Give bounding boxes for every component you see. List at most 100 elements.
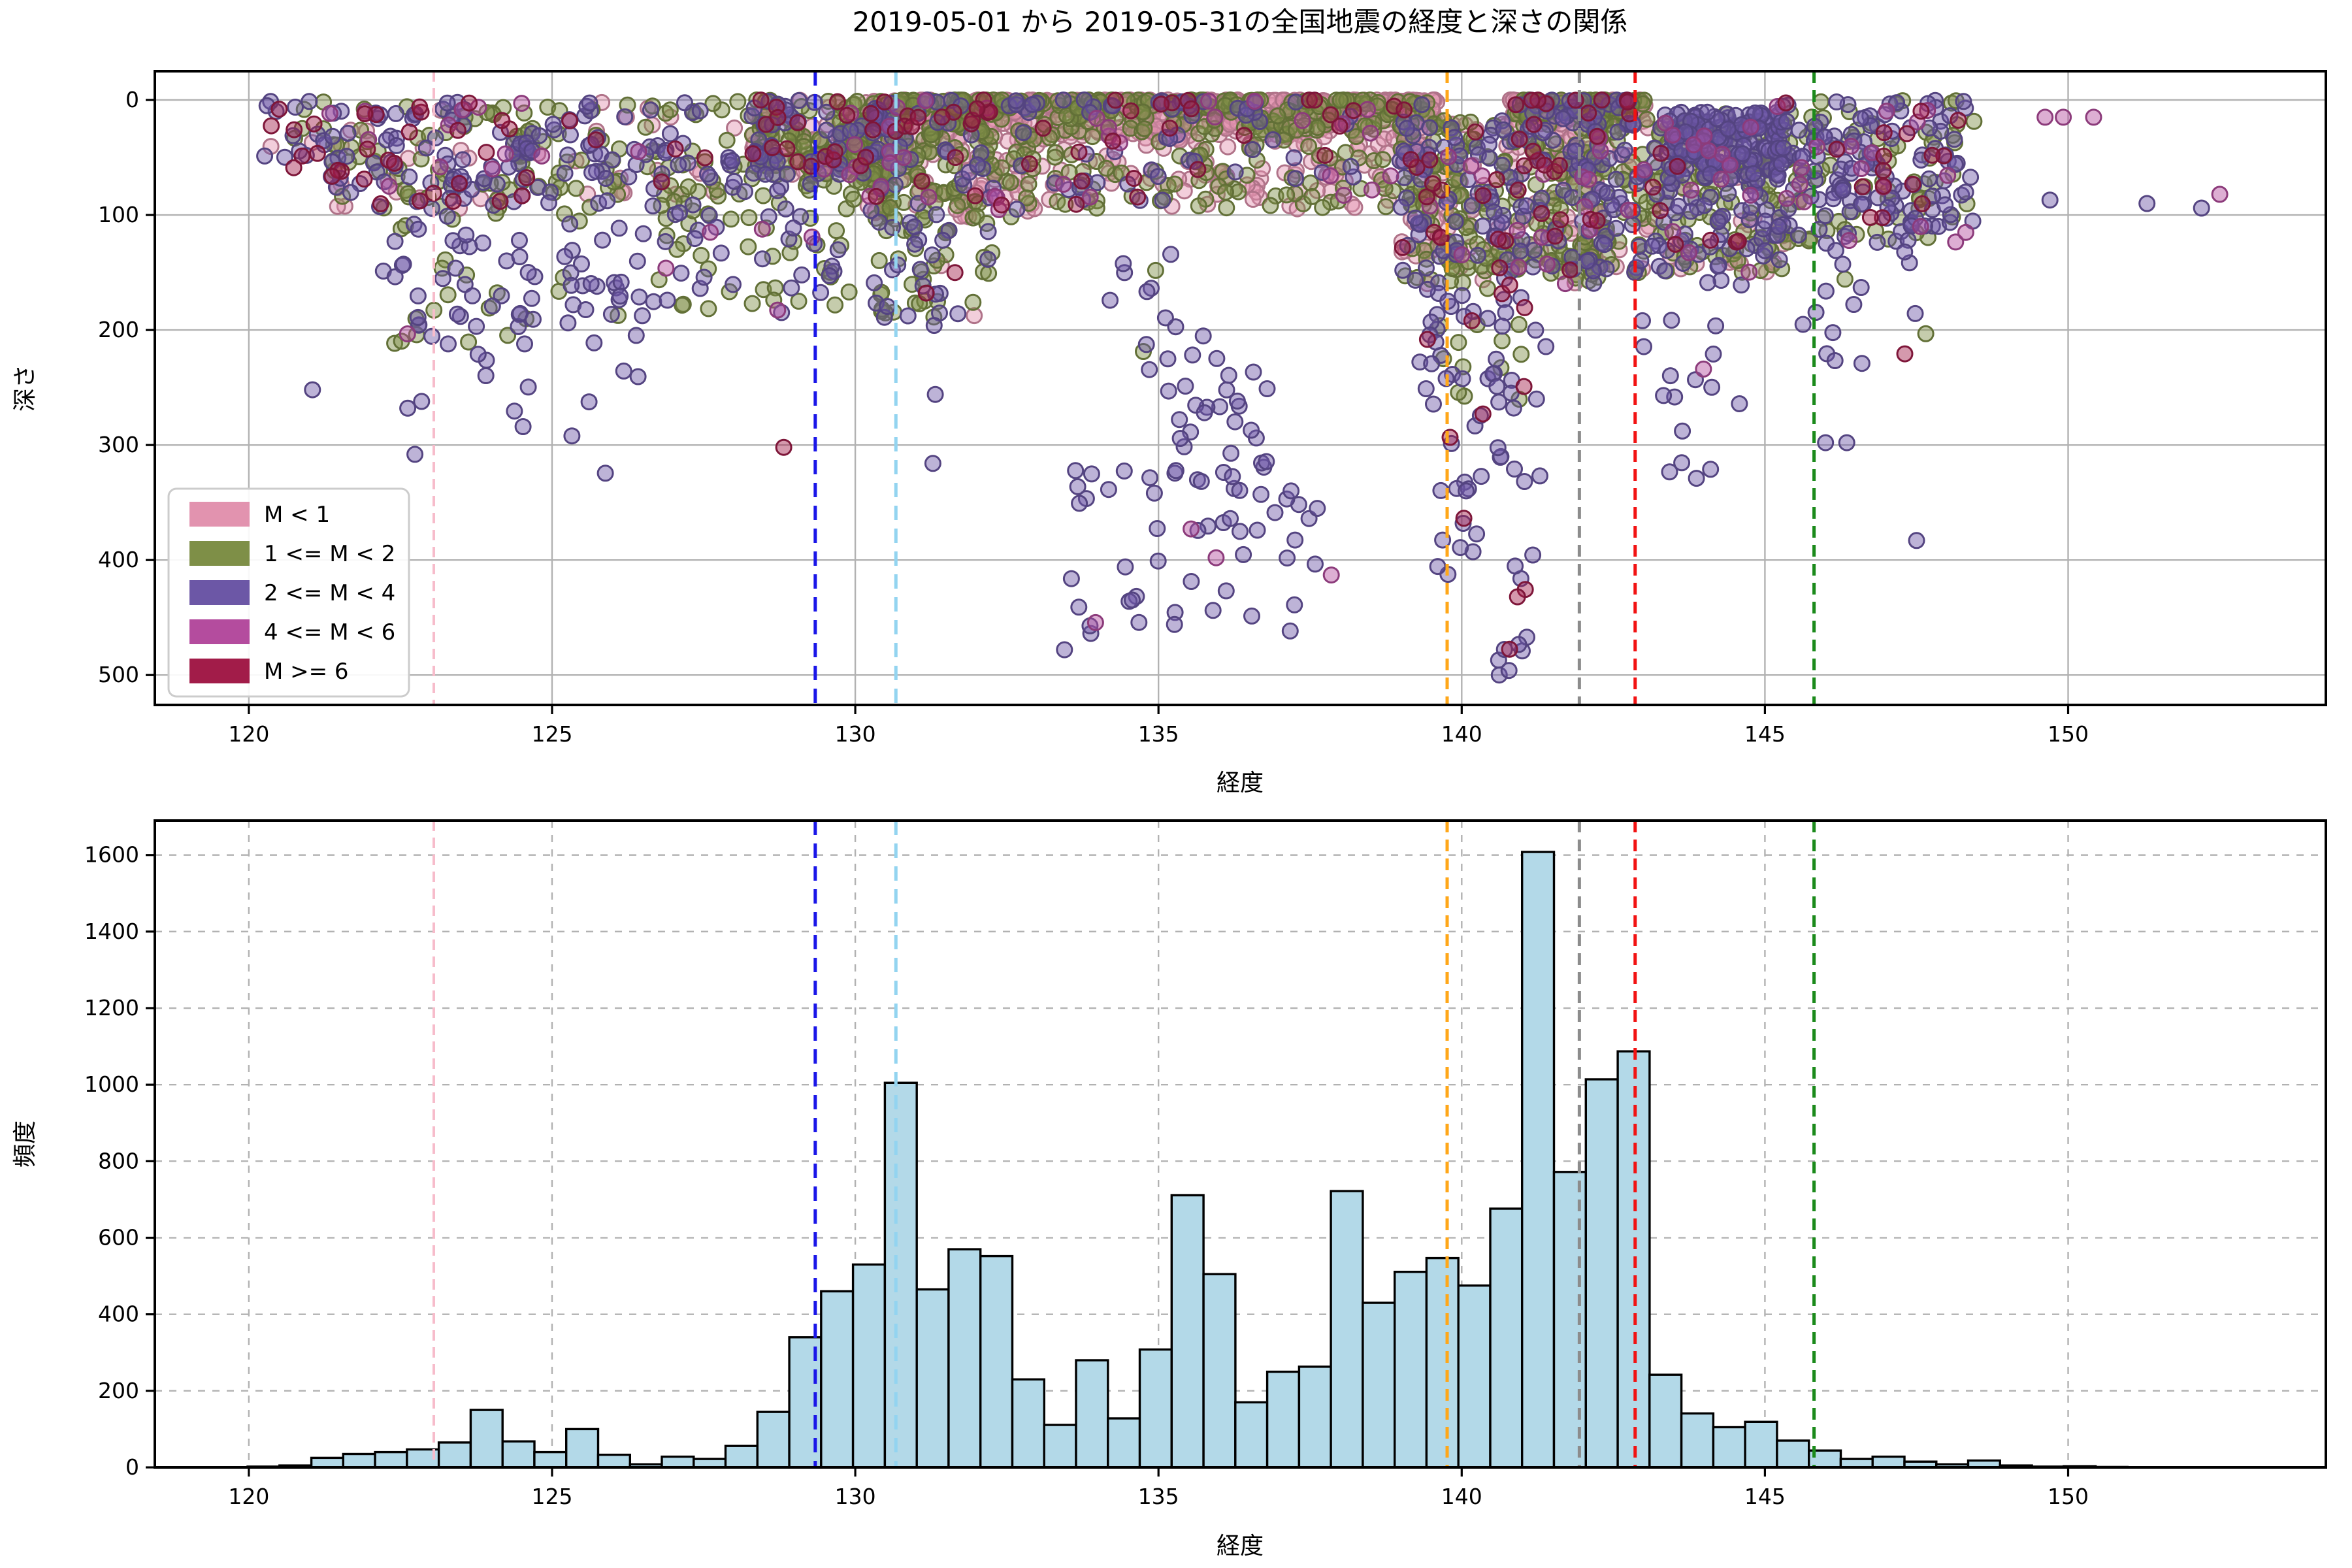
scatter-point: [399, 399, 417, 417]
scatter-point: [1303, 188, 1321, 205]
scatter-point: [1196, 404, 1213, 421]
scatter-point: [1301, 174, 1319, 192]
scatter-point: [1359, 101, 1377, 118]
scatter-point: [1480, 135, 1498, 153]
scatter-point: [1244, 141, 1262, 158]
scatter-point: [1593, 91, 1610, 108]
scatter-point: [723, 152, 741, 169]
scatter-point: [828, 222, 845, 240]
scatter-point: [1183, 573, 1200, 590]
histogram-bar: [342, 1452, 376, 1467]
scatter-point: [1494, 332, 1511, 350]
scatter-point: [523, 289, 540, 307]
scatter-point: [846, 136, 863, 154]
y-tick-label: 400: [98, 547, 139, 572]
scatter-point: [478, 104, 496, 122]
x-tick-label: 145: [1744, 1484, 1786, 1509]
scatter-point: [881, 199, 899, 216]
scatter-point: [1516, 299, 1533, 316]
scatter-point: [1363, 181, 1380, 199]
scatter-point: [1554, 110, 1572, 127]
scatter-point: [1488, 171, 1505, 188]
scatter-point: [1160, 382, 1177, 400]
scatter-point: [1731, 395, 1748, 412]
scatter-point: [1674, 422, 1691, 440]
histogram-bar: [1202, 1273, 1237, 1467]
scatter-point: [917, 284, 935, 302]
scatter-point: [1720, 185, 1737, 203]
scatter-point: [1398, 120, 1416, 137]
scatter-point: [400, 168, 418, 186]
scatter-point: [372, 195, 389, 212]
scatter-point: [1084, 128, 1102, 146]
plot-background: [155, 821, 2326, 1467]
scatter-point: [829, 241, 847, 259]
scatter-point: [1962, 169, 1980, 186]
scatter-point: [386, 233, 404, 250]
scatter-point: [1232, 523, 1249, 540]
scatter-point: [1588, 127, 1606, 145]
scatter-point: [670, 156, 687, 174]
scatter-point: [561, 112, 579, 129]
scatter-point: [270, 101, 288, 118]
scatter-point: [969, 156, 986, 174]
scatter-point: [1537, 338, 1555, 355]
scatter-point: [1244, 191, 1262, 208]
scatter-point: [1124, 591, 1141, 609]
scatter-point: [785, 220, 802, 237]
scatter-point: [1054, 91, 1072, 109]
scatter-point: [1020, 175, 1037, 193]
scatter-point: [477, 367, 495, 384]
scatter-point: [1807, 304, 1825, 321]
y-tick-label: 300: [98, 432, 139, 457]
scatter-point: [740, 209, 758, 227]
scatter-point: [769, 301, 787, 319]
scatter-point: [920, 188, 938, 206]
histogram-bar: [979, 1254, 1014, 1467]
scatter-point: [1021, 155, 1038, 172]
histogram-bar: [1871, 1455, 1906, 1467]
scatter-point: [305, 115, 323, 133]
scatter-point: [449, 122, 466, 139]
scatter-point: [1070, 598, 1088, 616]
scatter-point: [1418, 331, 1436, 348]
scatter-point: [1071, 495, 1088, 512]
scatter-point: [1183, 100, 1200, 118]
scatter-point: [1226, 163, 1244, 181]
scatter-point: [1669, 157, 1686, 175]
scatter-point: [1912, 218, 1929, 235]
scatter-point: [1171, 430, 1189, 447]
scatter-point: [612, 273, 630, 291]
scatter-point: [1490, 231, 1507, 248]
scatter-point: [594, 231, 612, 249]
scatter-point: [334, 188, 351, 205]
scatter-point: [1154, 191, 1171, 209]
scatter-point: [1817, 282, 1835, 300]
scatter-point: [1592, 142, 1609, 159]
scatter-point: [1634, 312, 1651, 329]
scatter-point: [1667, 235, 1684, 253]
scatter-point: [1262, 197, 1279, 214]
scatter-point: [556, 165, 574, 182]
scatter-point: [406, 446, 424, 463]
scatter-point: [729, 93, 747, 110]
y-tick-label: 800: [98, 1148, 139, 1173]
scatter-point: [478, 144, 495, 161]
scatter-point: [1083, 465, 1100, 483]
scatter-point: [1450, 334, 1467, 351]
scatter-point: [1269, 107, 1286, 125]
scatter-point: [899, 307, 917, 325]
scatter-point: [1068, 195, 1085, 213]
scatter-point: [666, 140, 684, 157]
scatter-point: [1479, 280, 1496, 297]
scatter-point: [637, 118, 655, 136]
x-tick-label: 125: [531, 721, 572, 747]
scatter-point: [866, 274, 883, 291]
scatter-point: [1141, 469, 1158, 487]
scatter-point: [506, 402, 523, 420]
scatter-point: [1446, 213, 1464, 231]
scatter-point: [1664, 126, 1682, 144]
scatter-point: [868, 188, 885, 205]
scatter-point: [1904, 175, 1921, 193]
scatter-point: [1635, 338, 1652, 355]
